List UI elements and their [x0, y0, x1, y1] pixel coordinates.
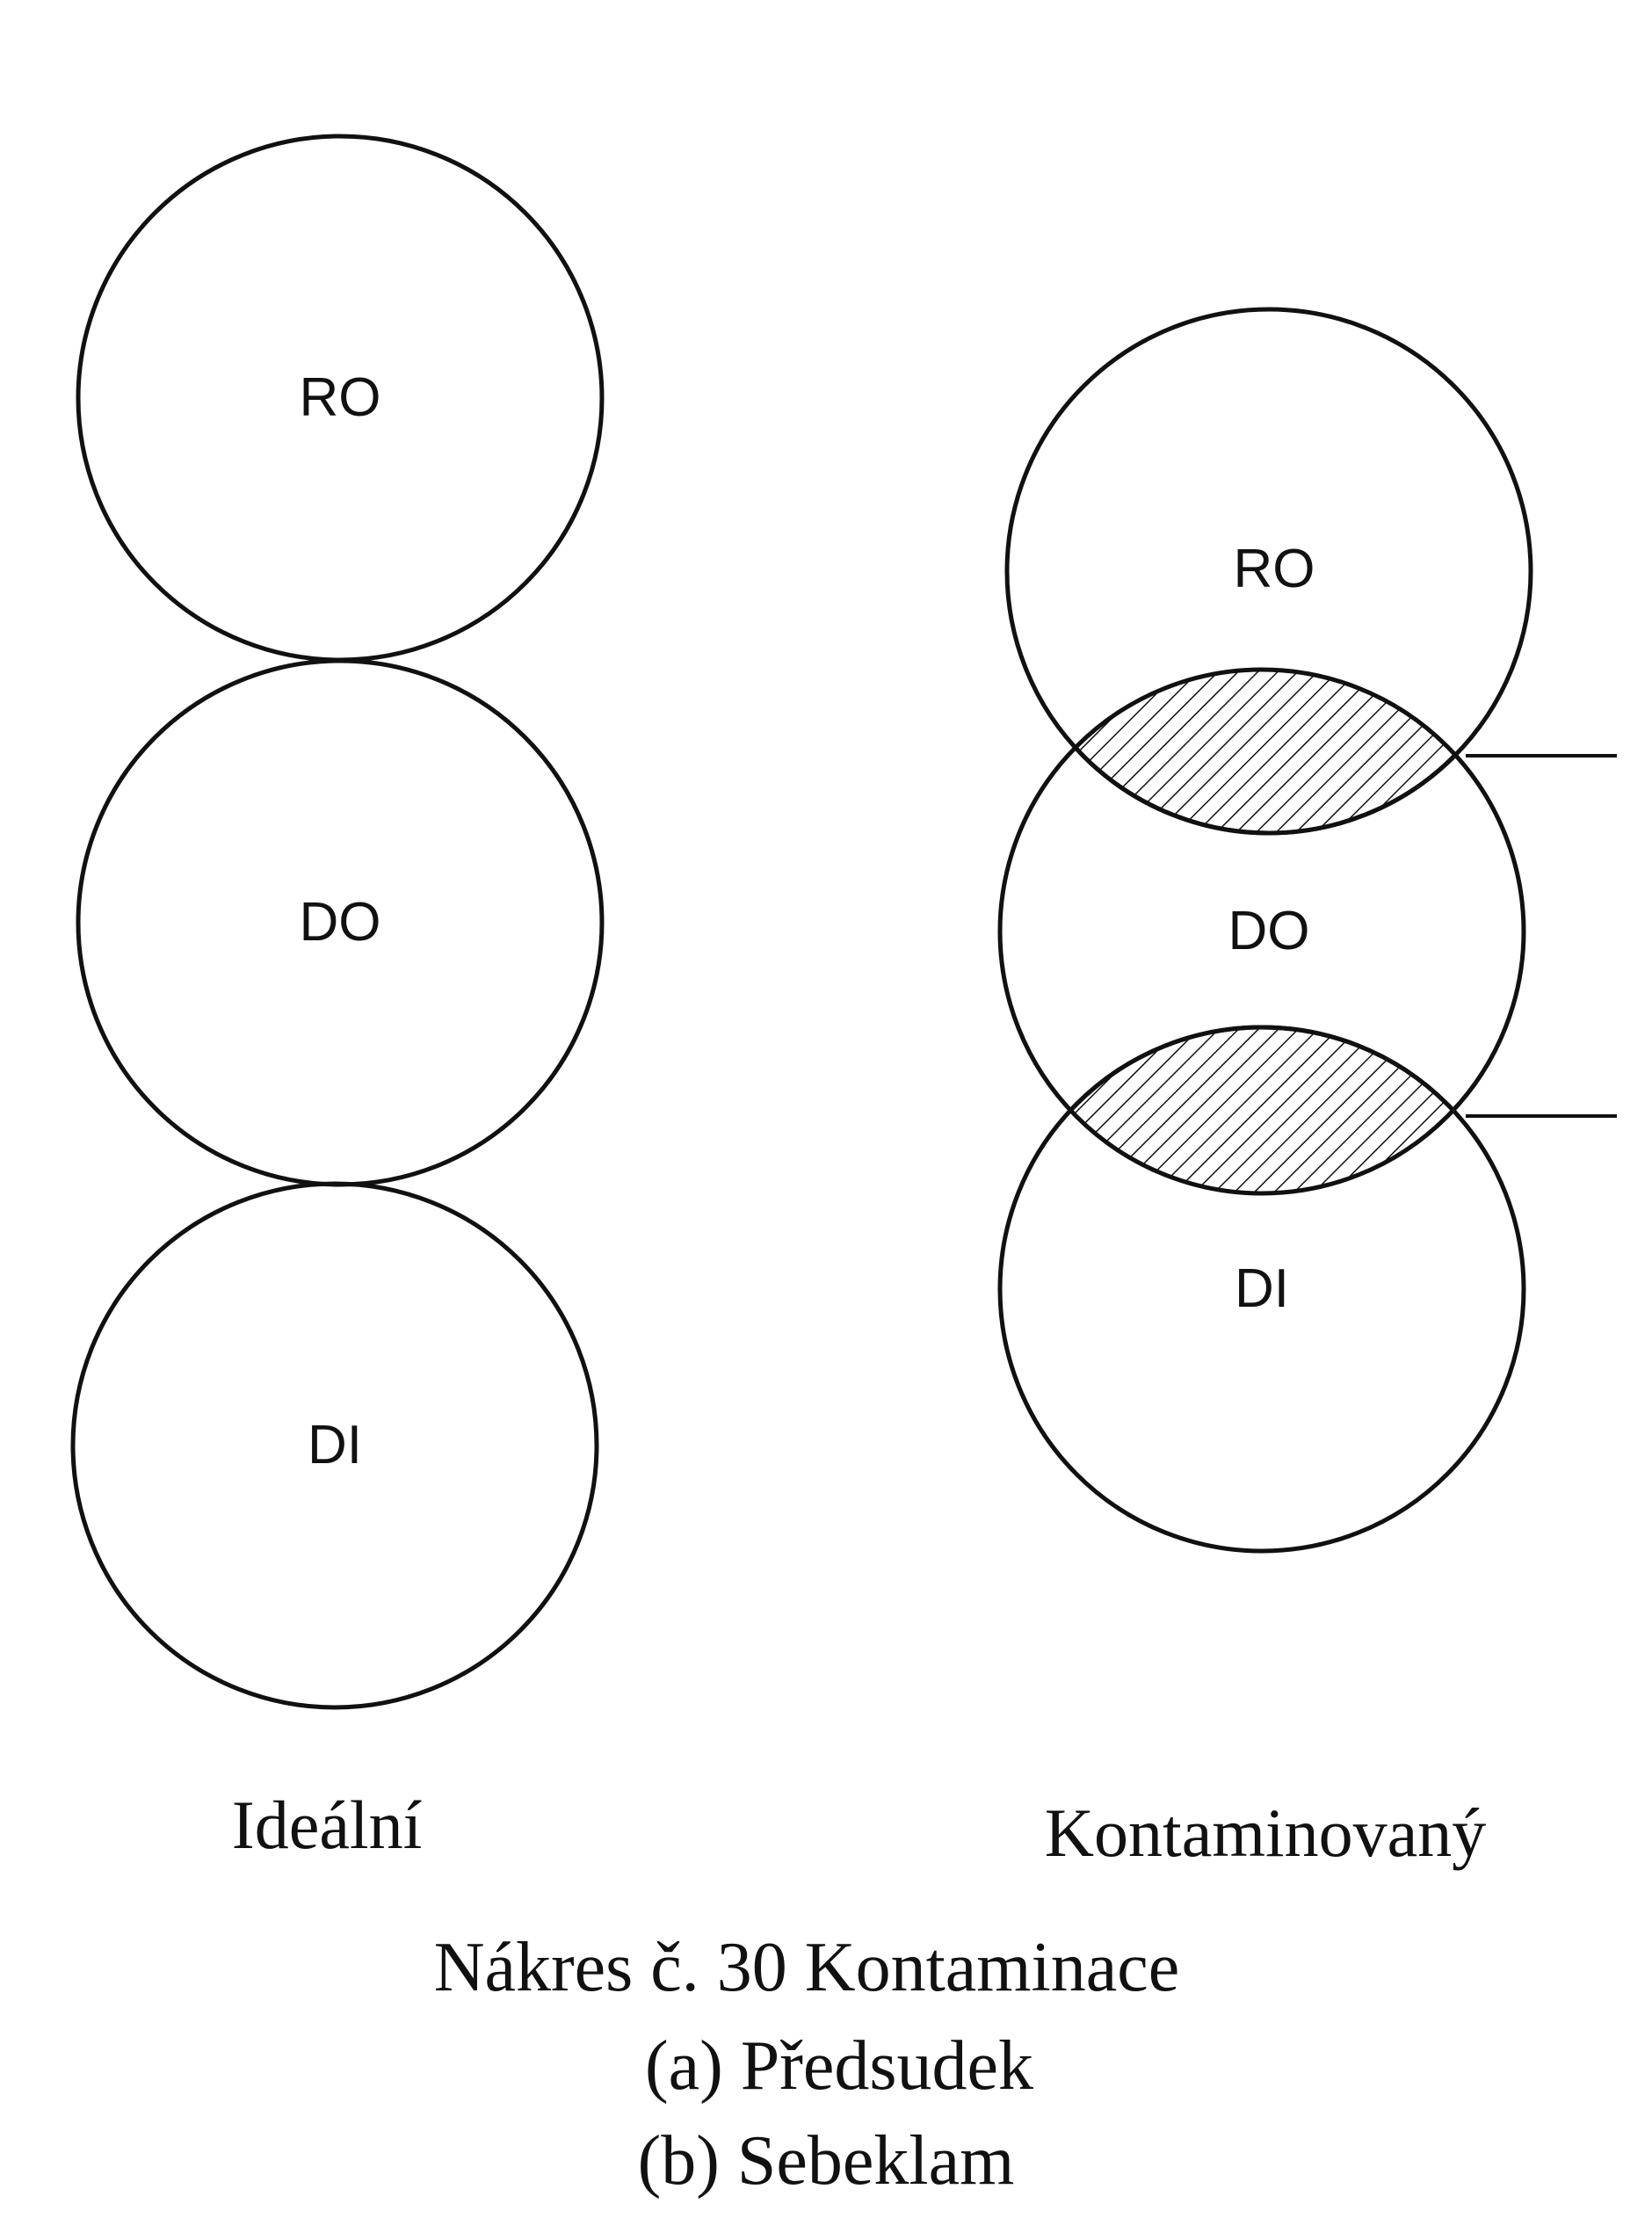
contaminated-di-label: DI [1235, 1258, 1289, 1319]
ideal-di-circle [70, 1181, 599, 1710]
figure-caption-title: Nákres č. 30 Kontaminace [434, 1929, 1180, 2006]
contaminated-group: RO DO DI [997, 307, 1617, 1554]
figure-caption-a: (a) Předsudek [645, 2027, 1033, 2105]
contaminated-do-circle [997, 667, 1526, 1196]
ideal-di-label: DI [308, 1415, 362, 1475]
contaminated-title: Kontaminovaný [1045, 1794, 1487, 1871]
contaminated-ro-circle [1004, 307, 1533, 836]
ideal-title: Ideální [232, 1787, 423, 1863]
contaminated-do-label: DO [1228, 901, 1310, 961]
contaminated-di-circle [997, 1025, 1526, 1554]
ideal-do-label: DO [300, 892, 381, 953]
figure-caption-b: (b) Sebeklam [638, 2122, 1015, 2200]
contaminated-ro-label: RO [1234, 539, 1315, 599]
ideal-ro-label: RO [300, 367, 381, 428]
ideal-group: RO DO DI [70, 134, 605, 1710]
